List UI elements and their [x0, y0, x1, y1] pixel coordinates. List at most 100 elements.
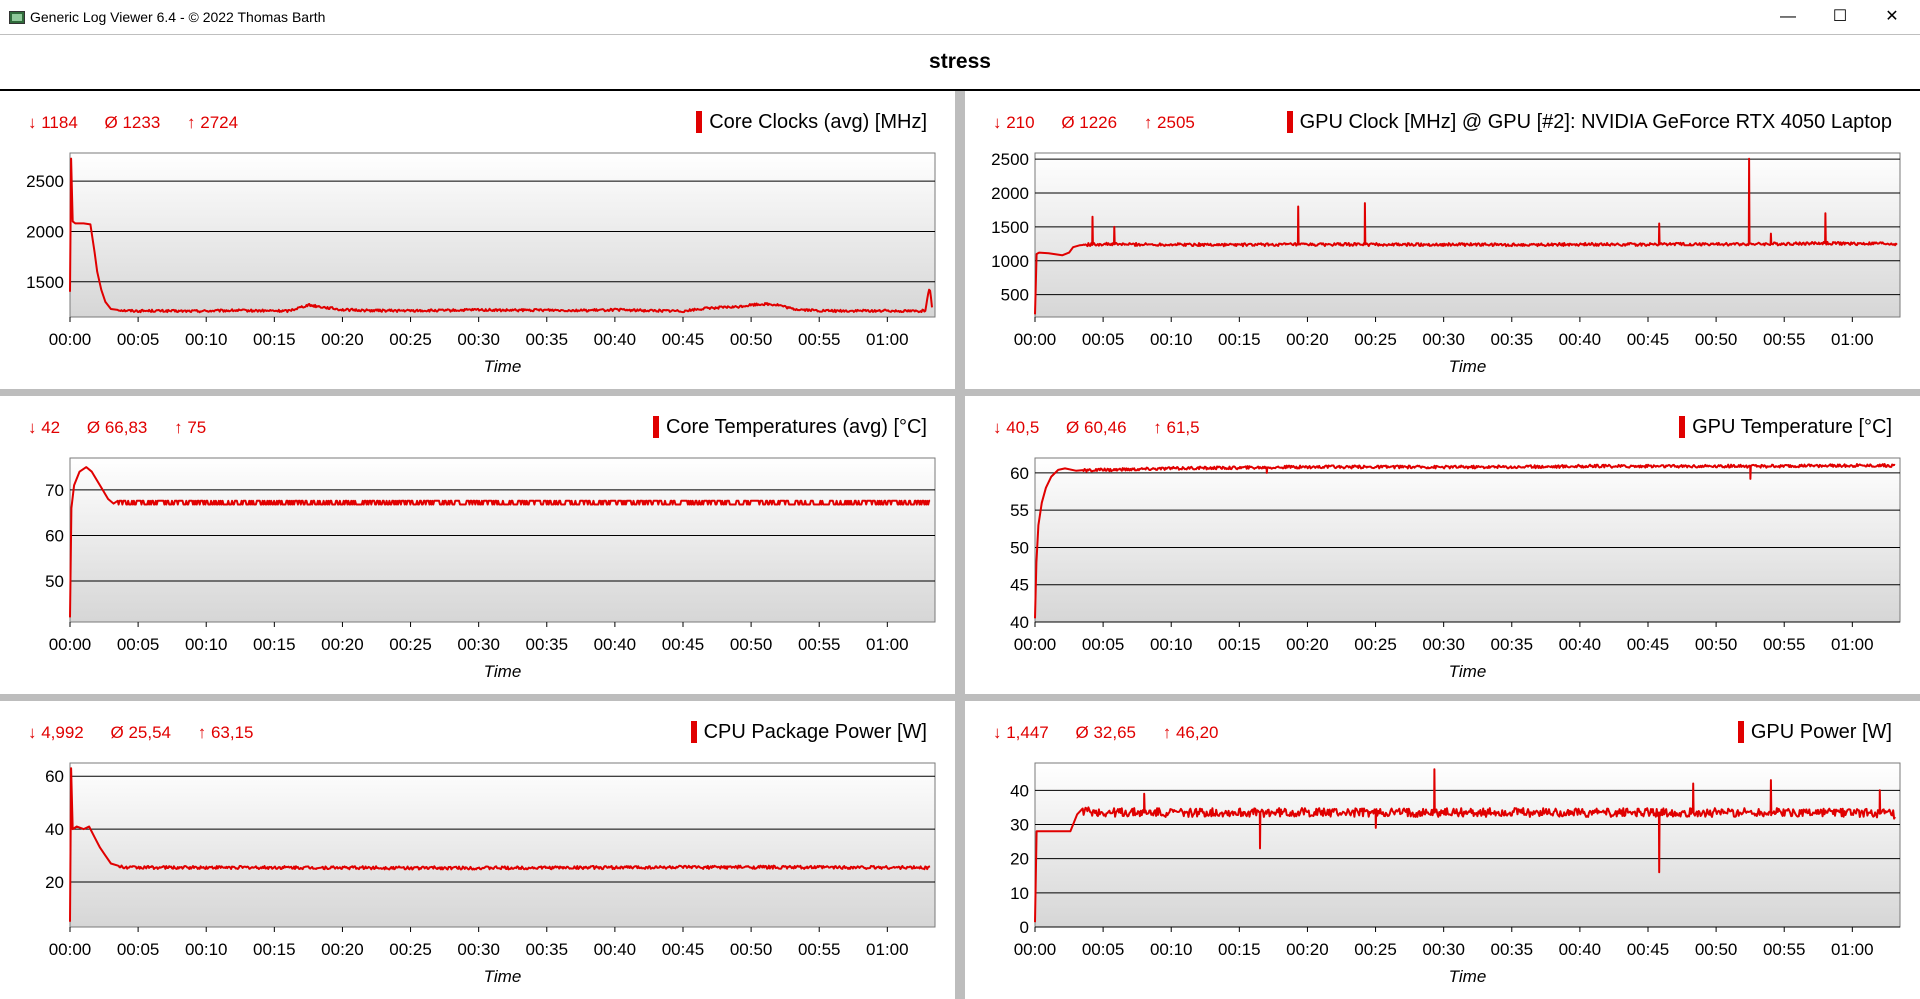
chart-title: CPU Package Power [W] [690, 721, 927, 743]
chart-plot[interactable]: 500 1000 1500 2000 2500 00:00 00:05 00:10 00:15 0… [965, 91, 1920, 389]
stats-row: ↓ 210 Ø 1226 ↑ 2505 [993, 113, 1217, 133]
stats-row: ↓ 4,992 Ø 25,54 ↑ 63,15 [28, 723, 276, 743]
x-tick-label: 00:00 [49, 940, 92, 959]
x-tick-label: 00:10 [1150, 940, 1193, 959]
chart-panel-gpu-clock[interactable]: ↓ 210 Ø 1226 ↑ 2505 GPU Clock [MHz] @ GP… [965, 91, 1920, 389]
x-tick-label: 00:00 [49, 330, 92, 349]
x-tick-label: 00:15 [253, 635, 296, 654]
x-tick-label: 00:50 [1695, 330, 1738, 349]
stat-min: ↓ 4,992 [28, 723, 84, 742]
stat-avg: Ø 32,65 [1075, 723, 1137, 742]
x-tick-label: 00:10 [185, 330, 228, 349]
chart-panel-cpu-package-power[interactable]: ↓ 4,992 Ø 25,54 ↑ 63,15 CPU Package Powe… [0, 701, 955, 999]
x-tick-label: 00:10 [185, 940, 228, 959]
x-tick-label: 00:35 [1490, 635, 1533, 654]
stat-max: ↑ 63,15 [197, 723, 254, 742]
chart-grid: ↓ 1184 Ø 1233 ↑ 2724 Core Clocks (avg) [… [0, 91, 1920, 999]
x-tick-label: 01:00 [866, 635, 909, 654]
x-tick-label: 00:50 [1695, 635, 1738, 654]
log-name: stress [929, 50, 991, 73]
chart-plot[interactable]: 20 40 60 00:00 00:05 00:10 00:15 00:20 00:25 00:3… [0, 701, 955, 999]
x-tick-label: 00:15 [253, 940, 296, 959]
minimize-button[interactable]: — [1780, 8, 1796, 25]
y-tick-label: 60 [45, 767, 64, 786]
chart-plot[interactable]: 50 60 70 00:00 00:05 00:10 00:15 00:20 00:25 00:3… [0, 396, 955, 694]
chart-plot[interactable]: 1500 2000 2500 00:00 00:05 00:10 00:15 00:20 00:… [0, 91, 955, 389]
x-axis-title: Time [1449, 357, 1487, 376]
stat-min: ↓ 1184 [28, 113, 78, 132]
chart-title: Core Clocks (avg) [MHz] [696, 111, 927, 133]
y-tick-label: 55 [1010, 501, 1029, 520]
x-tick-label: 00:40 [1559, 330, 1602, 349]
x-tick-label: 00:05 [1082, 330, 1125, 349]
x-tick-label: 00:30 [457, 635, 500, 654]
x-tick-label: 00:40 [594, 635, 637, 654]
x-tick-label: 00:30 [1422, 635, 1465, 654]
plot-area [1034, 152, 1901, 318]
x-tick-label: 00:40 [594, 330, 637, 349]
x-tick-label: 00:15 [253, 330, 296, 349]
y-tick-label: 2500 [991, 150, 1029, 169]
plot-area [1034, 457, 1901, 623]
x-tick-label: 00:15 [1218, 940, 1261, 959]
x-tick-label: 00:35 [525, 940, 568, 959]
x-tick-label: 00:30 [1422, 330, 1465, 349]
plot-area [69, 152, 936, 318]
stat-min: ↓ 42 [28, 418, 61, 437]
x-tick-label: 00:00 [1014, 635, 1057, 654]
stats-row: ↓ 1,447 Ø 32,65 ↑ 46,20 [993, 723, 1241, 743]
y-tick-label: 1000 [991, 252, 1029, 271]
y-tick-label: 40 [45, 820, 64, 839]
chart-plot[interactable]: 0 10 20 30 40 00:00 00:05 00:10 00:15 00:20 00:25 0… [965, 701, 1920, 999]
x-tick-label: 00:45 [1627, 635, 1670, 654]
plot-area [69, 762, 936, 928]
x-tick-label: 00:45 [662, 940, 705, 959]
x-tick-label: 00:25 [389, 635, 432, 654]
chart-panel-gpu-temperature[interactable]: ↓ 40,5 Ø 60,46 ↑ 61,5 GPU Temperature [°… [965, 396, 1920, 694]
x-tick-label: 00:20 [321, 330, 364, 349]
x-tick-label: 00:25 [1354, 330, 1397, 349]
stat-min: ↓ 210 [993, 113, 1035, 132]
x-tick-label: 00:55 [1763, 940, 1806, 959]
stat-avg: Ø 1226 [1061, 113, 1118, 132]
x-tick-label: 00:05 [1082, 940, 1125, 959]
stat-avg: Ø 66,83 [86, 418, 148, 437]
x-tick-label: 00:35 [1490, 940, 1533, 959]
x-tick-label: 00:50 [1695, 940, 1738, 959]
y-tick-label: 45 [1010, 576, 1029, 595]
x-tick-label: 00:05 [117, 635, 160, 654]
stat-max: ↑ 75 [174, 418, 207, 437]
series-line [69, 157, 933, 314]
log-viewer-app-icon [9, 11, 25, 24]
y-tick-label: 40 [1010, 613, 1029, 632]
stat-max: ↑ 46,20 [1162, 723, 1219, 742]
stats-row: ↓ 42 Ø 66,83 ↑ 75 [28, 418, 228, 438]
x-tick-label: 00:50 [730, 330, 773, 349]
y-tick-label: 20 [1010, 850, 1029, 869]
close-button[interactable]: ✕ [1885, 8, 1899, 25]
chart-panel-core-temperatures[interactable]: ↓ 42 Ø 66,83 ↑ 75 Core Temperatures (avg… [0, 396, 955, 694]
stats-row: ↓ 40,5 Ø 60,46 ↑ 61,5 [993, 418, 1222, 438]
x-tick-label: 00:25 [389, 940, 432, 959]
x-tick-label: 01:00 [1831, 940, 1874, 959]
x-tick-label: 00:00 [1014, 940, 1057, 959]
x-axis-title: Time [484, 357, 522, 376]
x-tick-label: 00:50 [730, 940, 773, 959]
x-tick-label: 00:05 [117, 940, 160, 959]
x-axis-title: Time [1449, 662, 1487, 681]
y-tick-label: 10 [1010, 884, 1029, 903]
stat-min: ↓ 1,447 [993, 723, 1049, 742]
x-tick-label: 00:40 [1559, 635, 1602, 654]
x-tick-label: 01:00 [1831, 635, 1874, 654]
y-tick-label: 2000 [26, 222, 64, 241]
x-axis-title: Time [484, 662, 522, 681]
x-tick-label: 00:20 [1286, 635, 1329, 654]
maximize-button[interactable]: ☐ [1832, 8, 1848, 25]
x-tick-label: 00:25 [389, 330, 432, 349]
y-tick-label: 40 [1010, 781, 1029, 800]
chart-plot[interactable]: 40 45 50 55 60 00:00 00:05 00:10 00:15 00:20 00:25… [965, 396, 1920, 694]
stats-row: ↓ 1184 Ø 1233 ↑ 2724 [28, 113, 260, 133]
chart-panel-core-clocks[interactable]: ↓ 1184 Ø 1233 ↑ 2724 Core Clocks (avg) [… [0, 91, 955, 389]
plot-area [69, 457, 936, 623]
